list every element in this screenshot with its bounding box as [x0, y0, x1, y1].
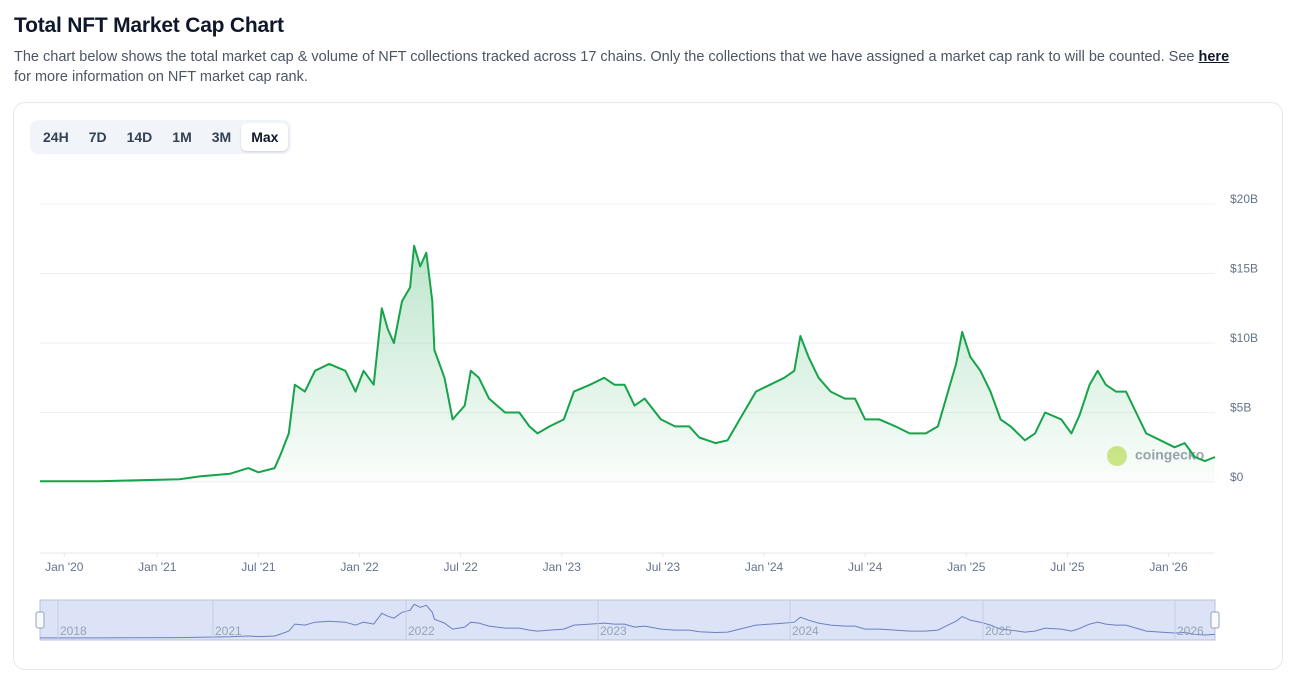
info-link[interactable]: here [1198, 49, 1230, 65]
navigator-label: 2026 [1177, 624, 1204, 638]
x-tick-label: Jan '20 [45, 560, 84, 574]
x-tick-label: Jan '22 [340, 560, 379, 574]
navigator-label: 2022 [408, 624, 435, 638]
navigator-label: 2021 [215, 624, 242, 638]
x-tick-label: Jul '24 [848, 560, 883, 574]
x-tick-label: Jul '25 [1050, 560, 1085, 574]
y-tick-label: $20B [1230, 192, 1258, 206]
area-fill [40, 245, 1215, 482]
range-button[interactable]: Max [241, 123, 289, 151]
x-tick-label: Jul '22 [443, 560, 478, 574]
range-button[interactable]: 3M [211, 129, 232, 145]
x-tick-label: Jan '26 [1149, 560, 1188, 574]
y-tick-label: $15B [1230, 262, 1258, 276]
x-tick-label: Jan '21 [138, 560, 177, 574]
y-tick-label: $0 [1230, 470, 1244, 484]
navigator-label: 2018 [60, 624, 87, 638]
navigator-handle[interactable] [35, 611, 45, 629]
range-button[interactable]: 24H [43, 129, 69, 145]
navigator-label: 2023 [600, 624, 627, 638]
range-button[interactable]: 1M [172, 129, 192, 145]
description-text: for more information on NFT market cap r… [14, 69, 308, 85]
x-tick-label: Jan '24 [745, 560, 784, 574]
range-button[interactable]: 14D [126, 129, 153, 145]
x-tick-label: Jan '25 [947, 560, 986, 574]
navigator-label: 2025 [985, 624, 1012, 638]
navigator-handle[interactable] [1210, 611, 1220, 629]
description-text: The chart below shows the total market c… [14, 49, 1199, 65]
chart-card [13, 102, 1283, 670]
description: The chart below shows the total market c… [14, 47, 1229, 87]
x-tick-label: Jan '23 [543, 560, 582, 574]
navigator-label: 2024 [792, 624, 819, 638]
x-tick-label: Jul '21 [241, 560, 276, 574]
y-tick-label: $10B [1230, 331, 1258, 345]
range-button[interactable]: 7D [88, 129, 107, 145]
navigator-line [40, 603, 1216, 639]
navigator [39, 599, 1216, 641]
y-tick-label: $5B [1230, 401, 1251, 415]
x-tick-label: Jul '23 [646, 560, 681, 574]
range-selector: 24H 7D 14D 1M 3M Max [30, 120, 292, 154]
page-title: Total NFT Market Cap Chart [14, 14, 284, 37]
line [40, 244, 1216, 483]
